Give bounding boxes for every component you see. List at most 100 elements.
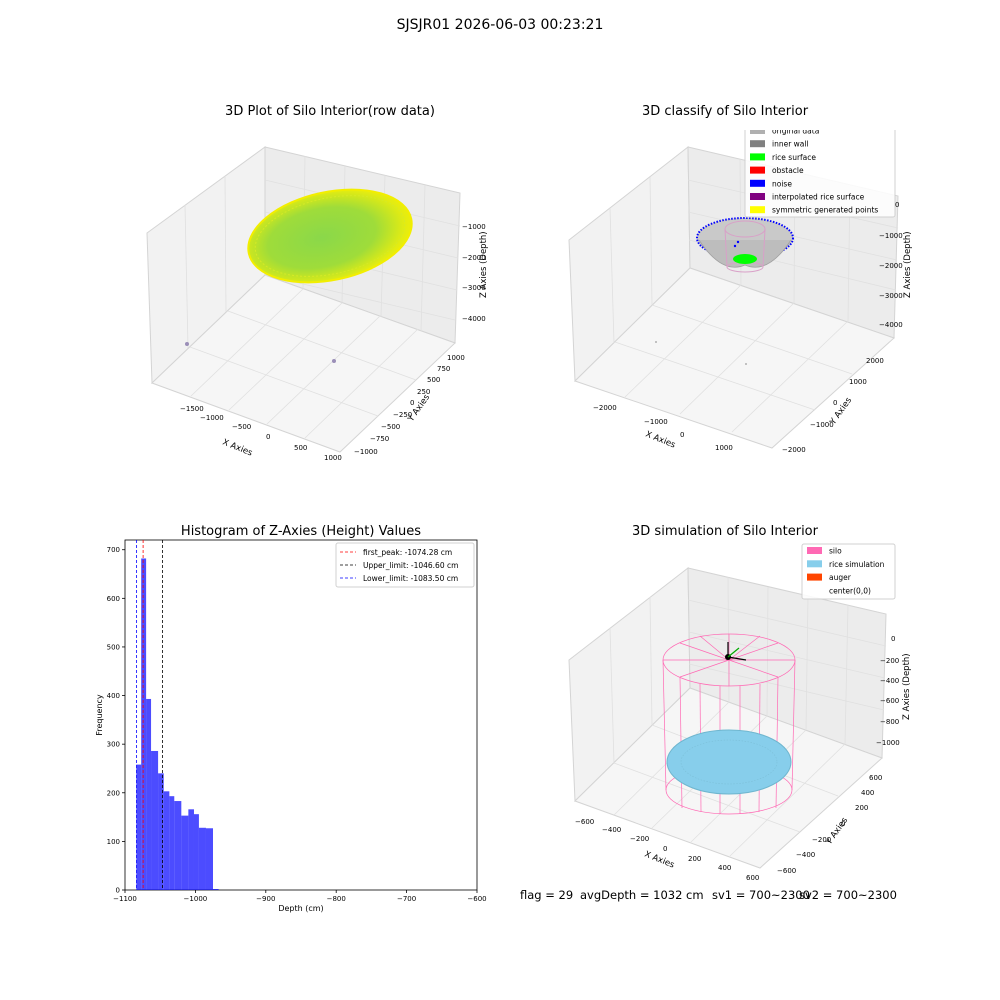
panel2-original-point <box>655 341 657 343</box>
panel2-floor-pane <box>574 267 895 449</box>
panel2-y-label: Y Axies <box>828 395 855 427</box>
y-tick-label: −1000 <box>354 448 378 456</box>
x-tick-label: −600 <box>575 818 594 826</box>
y-tick-label: −600 <box>777 867 796 875</box>
legend-label: obstacle <box>772 166 804 175</box>
y-tick-label: 1000 <box>849 378 867 386</box>
x-tick-label: −1000 <box>184 895 208 903</box>
panel1-floor-pane <box>151 274 456 453</box>
y-tick-label: 300 <box>107 741 120 749</box>
panel4-axis-x <box>727 656 747 661</box>
x-tick-label: −200 <box>630 835 649 843</box>
histogram-bar <box>169 796 175 890</box>
y-tick-label: 200 <box>107 789 120 797</box>
histogram-x-label: Depth (cm) <box>278 904 323 913</box>
panel2-noise-point <box>733 244 737 248</box>
x-tick-label: −500 <box>232 423 251 431</box>
y-tick-label: 600 <box>107 595 120 603</box>
histogram-bar <box>141 558 147 890</box>
panel4-x-label: X Axies <box>643 850 676 871</box>
panel4-axis-y <box>727 647 740 658</box>
panel1-y-ticks: −1000 −750 −500 −250 0 250 500 750 1000 <box>354 354 465 456</box>
z-tick-label: −1000 <box>462 223 486 231</box>
z-tick-label: −1000 <box>879 232 903 240</box>
legend-swatch <box>750 130 765 134</box>
histogram-bar <box>205 828 213 890</box>
legend-label: noise <box>772 179 792 188</box>
panel1-outlier-point <box>332 359 336 363</box>
histogram-y-label: Frequency <box>95 694 104 736</box>
panel1-rice-surface <box>247 188 413 284</box>
y-tick-label: 400 <box>861 789 874 797</box>
x-tick-label: −600 <box>467 895 486 903</box>
y-tick-label: 0 <box>833 399 837 407</box>
legend-label: rice simulation <box>829 560 885 569</box>
panel2-z-label: Z Axies (Depth) <box>903 231 913 298</box>
x-tick-label: 0 <box>663 845 667 853</box>
panel4-rice-mesh <box>680 739 778 785</box>
legend-swatch <box>750 153 765 161</box>
y-tick-label: −2000 <box>782 446 806 454</box>
z-tick-label: −1000 <box>876 739 900 747</box>
z-tick-label: −400 <box>880 677 899 685</box>
x-tick-label: −800 <box>327 895 346 903</box>
histogram-chart: −1100 −1000 −900 −800 −700 −600 0 100 200 300 400… <box>95 539 487 913</box>
y-tick-label: 2000 <box>866 357 884 365</box>
panel2-inner-wall <box>698 239 792 268</box>
x-tick-label: 0 <box>680 431 684 439</box>
panel1-3d-plot: −1500 −1000 −500 0 500 1000 X Axies −100… <box>146 146 489 462</box>
legend-label: inner wall <box>772 140 809 149</box>
x-tick-label: −1000 <box>200 414 224 422</box>
x-tick-label: 1000 <box>715 444 733 452</box>
x-tick-label: −1500 <box>180 405 204 413</box>
panel4-x-ticks: −600 −400 −200 0 200 400 600 <box>575 818 759 880</box>
panel2-3d-plot: original data inner wall rice surface obsta… <box>568 130 913 454</box>
x-tick-label: −1100 <box>113 895 137 903</box>
flag-text: flag = 29 <box>520 888 574 902</box>
legend-swatch <box>807 547 822 554</box>
legend-label: Lower_limit: -1083.50 cm <box>363 574 458 583</box>
histogram-bar <box>174 801 182 890</box>
legend-label: center(0,0) <box>829 586 871 595</box>
x-tick-label: 400 <box>718 864 731 872</box>
y-tick-label: −1000 <box>810 421 834 429</box>
legend-swatch <box>807 560 822 568</box>
histogram-title: Histogram of Z-Axies (Height) Values <box>180 524 422 539</box>
panel2-rice-surface <box>733 254 757 264</box>
histogram-bar <box>158 773 164 890</box>
legend-swatch <box>750 179 765 187</box>
y-tick-label: 700 <box>107 546 120 554</box>
z-tick-label: −600 <box>880 697 899 705</box>
x-tick-label: −900 <box>256 895 275 903</box>
y-tick-label: −250 <box>393 411 412 419</box>
panel2-x-label: X Axies <box>644 430 677 451</box>
panel2-x-ticks: −2000 −1000 0 1000 <box>593 404 733 452</box>
z-tick-label: −3000 <box>462 284 486 292</box>
x-tick-label: 1000 <box>324 454 342 462</box>
legend-swatch <box>807 573 822 581</box>
y-tick-label: 1000 <box>447 354 465 362</box>
panel1-outlier-point <box>185 342 189 346</box>
legend-label: original data <box>772 130 819 136</box>
histogram-bar <box>146 698 152 890</box>
panel4-legend-box <box>801 543 896 600</box>
histogram-bar <box>136 764 142 890</box>
legend-label: auger <box>829 573 852 582</box>
z-tick-label: −2000 <box>462 254 486 262</box>
x-tick-label: 0 <box>266 433 270 441</box>
panel4-3d-plot: silo rice simulation auger center(0,0) −600… <box>568 543 912 880</box>
y-tick-label: 0 <box>410 399 414 407</box>
panel4-y-ticks: −600 −400 −200 0 200 400 600 <box>777 774 882 875</box>
y-tick-label: 750 <box>437 365 450 373</box>
legend-label: silo <box>829 547 842 556</box>
y-tick-label: 0 <box>116 887 120 895</box>
panel4-z-label: Z Axies (Depth) <box>902 653 912 720</box>
histogram-legend-box <box>335 542 475 588</box>
x-tick-label: 200 <box>688 855 701 863</box>
legend-swatch <box>750 140 765 148</box>
y-tick-label: 250 <box>417 388 430 396</box>
y-tick-label: 0 <box>841 820 845 828</box>
panel2-inner-cylinder-left <box>724 228 728 268</box>
sv2-text: sv2 = 700~2300 <box>799 888 897 902</box>
histogram-bar <box>213 889 219 890</box>
